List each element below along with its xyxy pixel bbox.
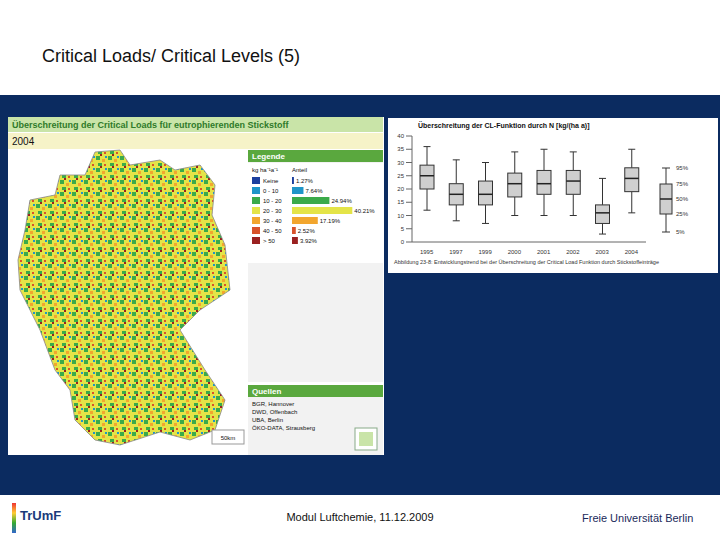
svg-text:95%: 95%	[676, 165, 689, 171]
svg-text:0 - 10: 0 - 10	[263, 188, 279, 194]
svg-text:50km: 50km	[221, 435, 236, 441]
html-text:Modul Luftchemie, 11.12.2009: Modul Luftchemie, 11.12.2009	[286, 511, 434, 523]
svg-text:> 50: > 50	[263, 238, 276, 244]
svg-text:40 - 50: 40 - 50	[263, 228, 282, 234]
svg-text:Legende: Legende	[252, 152, 285, 161]
svg-text:kg ha⁻¹a⁻¹: kg ha⁻¹a⁻¹	[252, 167, 278, 173]
html-text:Critical Loads/ Critical Level: Critical Loads/ Critical Levels (5)	[42, 46, 301, 66]
svg-text:15: 15	[397, 199, 404, 205]
svg-text:UBA, Berlin: UBA, Berlin	[252, 417, 283, 423]
svg-text:5%: 5%	[676, 229, 685, 235]
svg-text:24.94%: 24.94%	[331, 198, 352, 204]
html-text:Überschreitung der CL-Funktion: Überschreitung der CL-Funktion durch N […	[418, 122, 590, 129]
svg-text:10: 10	[397, 213, 404, 219]
svg-text:25: 25	[397, 173, 404, 179]
svg-text:DWD, Offenbach: DWD, Offenbach	[252, 409, 297, 415]
svg-text:Quellen: Quellen	[252, 387, 281, 396]
svg-text:1999: 1999	[478, 249, 492, 255]
html-text:TrUmF: TrUmF	[20, 508, 62, 523]
svg-text:ÖKO-DATA, Strausberg: ÖKO-DATA, Strausberg	[252, 425, 315, 431]
svg-text:35: 35	[397, 146, 404, 152]
svg-text:1.27%: 1.27%	[296, 178, 314, 184]
svg-text:2000: 2000	[508, 249, 522, 255]
svg-text:Anteil: Anteil	[292, 167, 307, 173]
svg-text:1995: 1995	[420, 249, 434, 255]
svg-text:2002: 2002	[566, 249, 580, 255]
svg-text:50%: 50%	[676, 196, 689, 202]
svg-text:7.64%: 7.64%	[305, 188, 323, 194]
svg-text:30 - 40: 30 - 40	[263, 218, 282, 224]
svg-text:20: 20	[397, 186, 404, 192]
svg-text:25%: 25%	[676, 211, 689, 217]
svg-text:20 - 30: 20 - 30	[263, 208, 282, 214]
svg-text:5: 5	[401, 226, 405, 232]
svg-text:Keine: Keine	[263, 178, 279, 184]
svg-text:3.92%: 3.92%	[300, 238, 318, 244]
svg-text:40.21%: 40.21%	[354, 208, 375, 214]
svg-text:1997: 1997	[449, 249, 463, 255]
html-text:Abbildung 23-8: Entwicklungstr: Abbildung 23-8: Entwicklungstrend bei de…	[394, 259, 659, 265]
svg-text:2004: 2004	[12, 136, 35, 147]
html-text:Freie Universität Berlin: Freie Universität Berlin	[582, 512, 694, 524]
svg-text:30: 30	[397, 160, 404, 166]
svg-text:Überschreitung der Critical Lo: Überschreitung der Critical Loads für eu…	[12, 120, 290, 130]
svg-text:2003: 2003	[595, 249, 609, 255]
svg-text:0: 0	[401, 239, 405, 245]
svg-text:BGR, Hannover: BGR, Hannover	[252, 401, 294, 407]
svg-text:40: 40	[397, 133, 404, 139]
svg-text:2004: 2004	[625, 249, 639, 255]
svg-text:2001: 2001	[537, 249, 551, 255]
svg-text:75%: 75%	[676, 181, 689, 187]
svg-text:10 - 20: 10 - 20	[263, 198, 282, 204]
svg-text:17.19%: 17.19%	[320, 218, 341, 224]
svg-text:2.52%: 2.52%	[298, 228, 316, 234]
